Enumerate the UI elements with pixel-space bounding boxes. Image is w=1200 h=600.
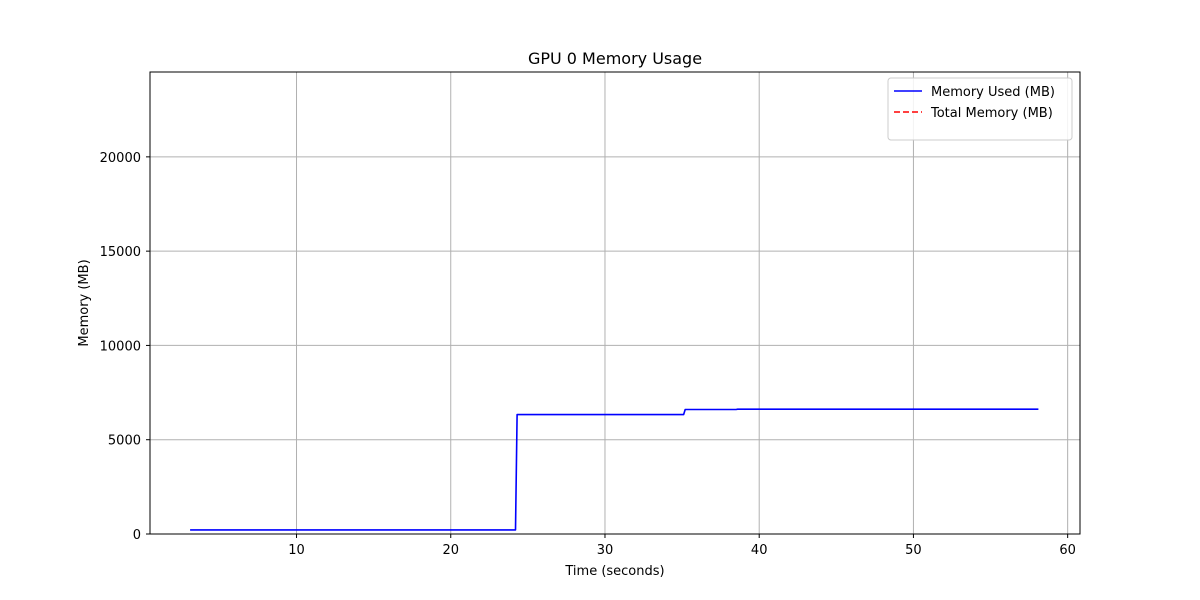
chart-title: GPU 0 Memory Usage [528,49,702,68]
plot-frame [149,71,1081,535]
y-ticks: 0 5000 10000 15000 20000 [100,151,150,543]
grid [150,72,1080,535]
legend-box [887,77,1073,141]
x-tick-label: 60 [1059,543,1076,558]
x-ticks: 10 20 30 40 50 60 [288,534,1076,558]
legend-label-0: Memory Used (MB) [931,85,1055,100]
y-tick-label: 15000 [100,245,141,260]
x-axis-title: Time (seconds) [564,564,664,579]
x-tick-label: 10 [288,543,305,558]
series-layer [190,408,1039,531]
x-tick-label: 20 [442,543,459,558]
x-tick-label: 30 [597,543,614,558]
legend: Memory Used (MB) Total Memory (MB) [887,77,1073,141]
series-line-0 [190,408,1039,531]
legend-label-1: Total Memory (MB) [930,106,1053,121]
y-tick-label: 0 [133,528,141,543]
x-tick-label: 50 [905,543,922,558]
y-tick-label: 10000 [100,339,141,354]
y-tick-label: 5000 [108,434,141,449]
x-tick-label: 40 [751,543,768,558]
y-axis-title: Memory (MB) [77,259,92,346]
y-tick-label: 20000 [100,151,141,166]
